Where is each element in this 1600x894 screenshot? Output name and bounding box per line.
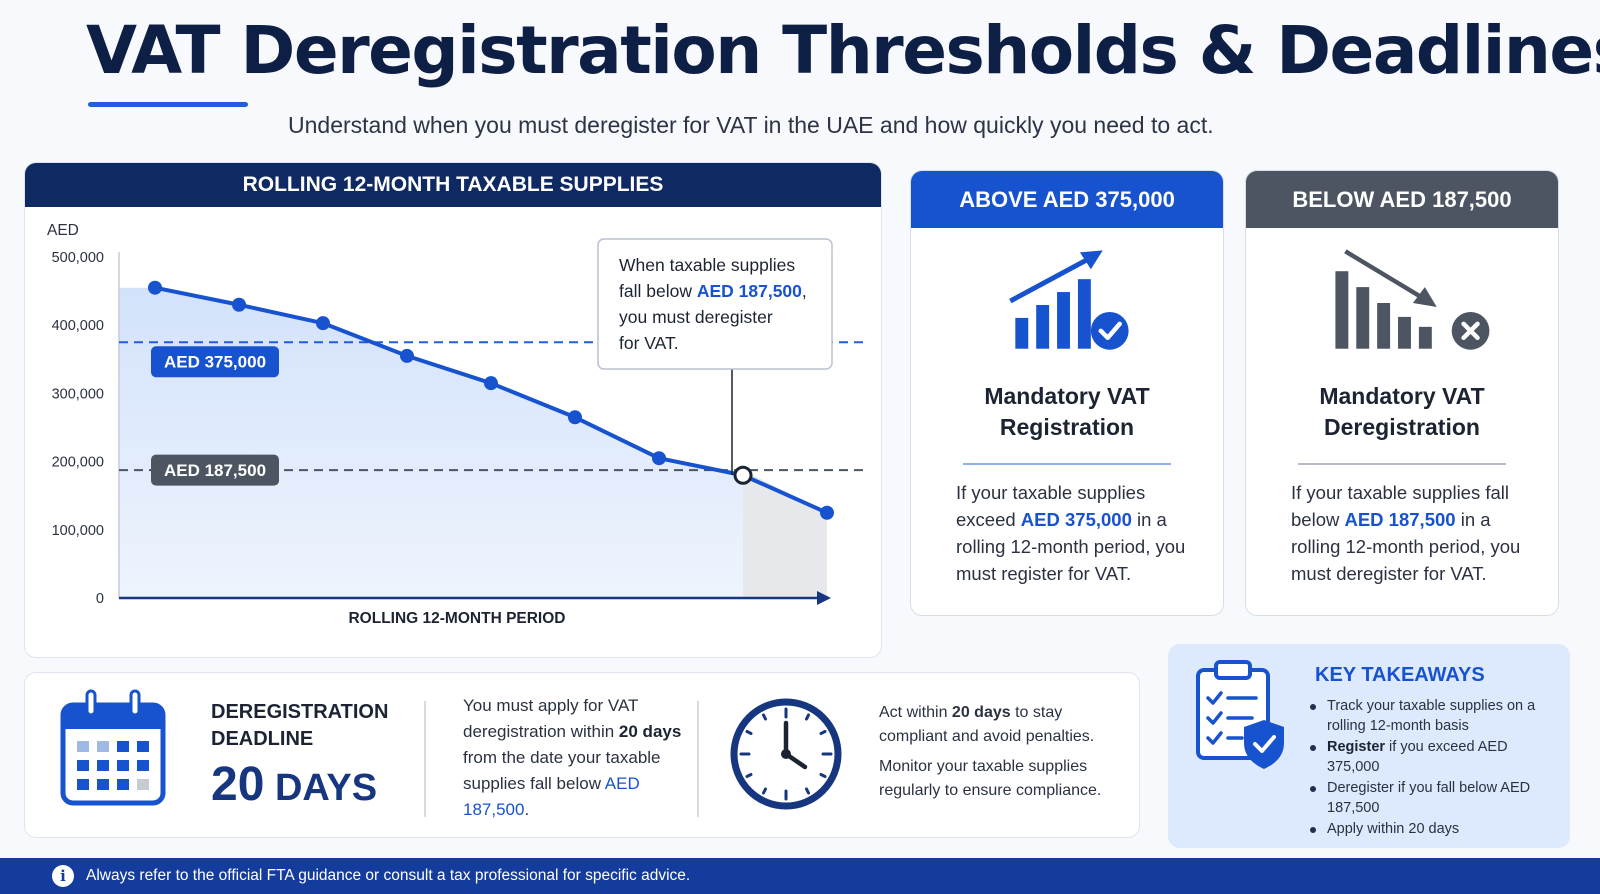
data-point bbox=[484, 376, 498, 391]
list-item: Deregister if you fall below AED 187,500 bbox=[1307, 778, 1557, 818]
deregistration-title-line1: Mandatory VAT bbox=[1319, 383, 1485, 409]
advice-1-pre: Act within bbox=[879, 704, 952, 721]
deregistration-body-pre: If your taxable supplies fall below bbox=[1291, 482, 1510, 530]
threshold-badge bbox=[151, 346, 279, 378]
chart-panel: ROLLING 12-MONTH TAXABLE SUPPLIES 500,00… bbox=[24, 162, 882, 658]
y-tick-label: 500,000 bbox=[52, 250, 104, 266]
list-item: Register if you exceed AED 375,000 bbox=[1307, 737, 1557, 777]
deadline-advice-1: Act within 20 days to stay compliant and… bbox=[879, 701, 1129, 749]
key-takeaways-list: Track your taxable supplies on a rolling… bbox=[1307, 696, 1557, 840]
calendar-icon bbox=[60, 689, 166, 806]
callout-line-2: fall below bbox=[619, 281, 697, 301]
callout-line-4: for VAT. bbox=[619, 333, 679, 353]
takeaway-register-rest: if you exceed AED 375,000 bbox=[1327, 739, 1508, 775]
deregistration-card-title: Mandatory VAT Deregistration bbox=[1246, 381, 1558, 443]
page-subtitle: Understand when you must deregister for … bbox=[288, 112, 1214, 138]
registration-body-post: in a rolling 12-month period, you must r… bbox=[956, 509, 1186, 584]
deregistration-title-line2: Deregistration bbox=[1324, 414, 1480, 440]
deadline-label: DEREGISTRATION DEADLINE bbox=[211, 699, 388, 753]
svg-text:you must deregister: you must deregister bbox=[619, 307, 773, 327]
key-takeaways-title: KEY TAKEAWAYS bbox=[1315, 664, 1485, 686]
threshold-label: AED 375,000 bbox=[164, 352, 266, 371]
deadline-description: You must apply for VAT deregistration wi… bbox=[463, 693, 683, 823]
key-takeaways-panel: KEY TAKEAWAYS Track your taxable supplie… bbox=[1168, 644, 1570, 848]
chart-deregistration-zone bbox=[743, 470, 827, 598]
footer-bar: i Always refer to the official FTA guida… bbox=[0, 858, 1600, 894]
deregistration-threshold: AED 187,500 bbox=[1344, 509, 1456, 530]
deregistration-card-header: BELOW AED 187,500 bbox=[1246, 171, 1558, 228]
deregistration-card-body: If your taxable supplies fall below AED … bbox=[1291, 479, 1528, 587]
y-tick-label: 300,000 bbox=[52, 386, 104, 402]
registration-threshold: AED 375,000 bbox=[1020, 509, 1132, 530]
callout-comma: , bbox=[802, 281, 807, 301]
callout-highlight: AED 187,500 bbox=[697, 281, 802, 301]
x-axis-arrow bbox=[817, 591, 831, 605]
deadline-text-end: . bbox=[524, 800, 530, 819]
registration-card-title: Mandatory VAT Registration bbox=[911, 381, 1223, 443]
data-point bbox=[820, 505, 834, 520]
clock-icon bbox=[730, 698, 842, 810]
threshold-label: AED 187,500 bbox=[164, 461, 266, 480]
deadline-text-threshold: AED 187,500 bbox=[463, 774, 640, 819]
deadline-days-unit: DAYS bbox=[264, 767, 378, 809]
y-tick-label: 0 bbox=[96, 591, 104, 607]
registration-title-line1: Mandatory VAT bbox=[984, 383, 1150, 409]
divider bbox=[424, 701, 426, 817]
callout-line-3: you must deregister bbox=[619, 307, 773, 327]
deadline-text-mid: from the date your taxable supplies fall… bbox=[463, 748, 661, 793]
data-point bbox=[316, 316, 330, 331]
footer-text: Always refer to the official FTA guidanc… bbox=[86, 867, 691, 884]
data-point bbox=[652, 451, 666, 466]
callout-line-1: When taxable supplies bbox=[619, 255, 795, 275]
data-point bbox=[568, 410, 582, 425]
y-tick-label: 400,000 bbox=[52, 318, 104, 334]
deadline-advice: Act within 20 days to stay compliant and… bbox=[879, 701, 1129, 803]
registration-title-line2: Registration bbox=[999, 414, 1135, 440]
registration-card-header: ABOVE AED 375,000 bbox=[911, 171, 1223, 228]
page-title: VAT Deregistration Thresholds & Deadline… bbox=[86, 12, 1600, 89]
clipboard-check-shield-icon bbox=[1196, 660, 1284, 769]
deadline-advice-2: Monitor your taxable supplies regularly … bbox=[879, 758, 1102, 799]
deadline-days: 20 DAYS bbox=[211, 757, 377, 812]
deadline-label-line1: DEREGISTRATION bbox=[211, 701, 389, 723]
deadline-panel: DEREGISTRATION DEADLINE 20 DAYS You must… bbox=[24, 672, 1140, 838]
list-item: Track your taxable supplies on a rolling… bbox=[1307, 696, 1557, 736]
registration-card-divider bbox=[963, 463, 1171, 465]
y-tick-label: 100,000 bbox=[52, 523, 104, 539]
data-point bbox=[232, 297, 246, 312]
supplies-chart: 500,000 400,000 300,000 200,000 100,000 0 AED R… bbox=[47, 222, 865, 627]
divider bbox=[697, 701, 699, 817]
y-axis-label: AED bbox=[47, 222, 79, 239]
x-axis-label: ROLLING 12-MONTH PERIOD bbox=[348, 610, 565, 627]
bar-chart-up-check-icon bbox=[1009, 250, 1129, 350]
title-underline bbox=[88, 102, 248, 107]
advice-1-post: to stay compliant and avoid penalties. bbox=[879, 704, 1095, 745]
info-icon: i bbox=[52, 865, 74, 887]
deregistration-body-post: in a rolling 12-month period, you must d… bbox=[1291, 509, 1521, 584]
list-item: Apply within 20 days bbox=[1307, 819, 1557, 839]
deadline-days-number: 20 bbox=[211, 758, 265, 811]
deadline-label-line2: DEADLINE bbox=[211, 728, 314, 750]
advice-1-days: 20 days bbox=[951, 704, 1011, 721]
deadline-text-pre: You must apply for VAT deregistration wi… bbox=[463, 696, 639, 741]
y-tick-label: 200,000 bbox=[52, 455, 104, 471]
svg-text:for VAT.: for VAT. bbox=[619, 333, 679, 353]
deadline-text-days: 20 days bbox=[618, 722, 682, 741]
deregistration-card: BELOW AED 187,500 Mandatory VAT Deregist… bbox=[1245, 170, 1559, 616]
chart-area-fill bbox=[119, 287, 827, 598]
chart-panel-header: ROLLING 12-MONTH TAXABLE SUPPLIES bbox=[25, 163, 881, 207]
registration-card: ABOVE AED 375,000 Mandatory VAT Registra… bbox=[910, 170, 1224, 616]
chart-callout: When taxable supplies fall below AED 187… bbox=[597, 238, 833, 475]
takeaway-register-bold: Register bbox=[1327, 739, 1386, 755]
svg-text:When taxable supplies: When taxable supplies bbox=[619, 255, 795, 275]
crossing-point bbox=[733, 465, 753, 485]
data-point bbox=[148, 280, 162, 295]
registration-card-body: If your taxable supplies exceed AED 375,… bbox=[956, 479, 1193, 587]
deregistration-card-divider bbox=[1298, 463, 1506, 465]
bar-chart-down-x-icon bbox=[1335, 249, 1490, 350]
data-point bbox=[400, 348, 414, 363]
threshold-badge bbox=[151, 454, 279, 486]
svg-text:fall below AED 187,500,: fall below AED 187,500, bbox=[619, 281, 807, 301]
registration-body-pre: If your taxable supplies exceed bbox=[956, 482, 1146, 530]
